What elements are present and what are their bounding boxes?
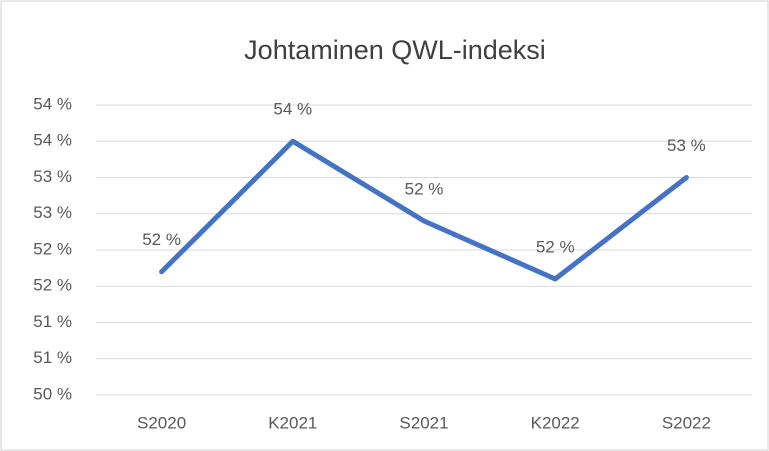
x-tick-label: K2022 xyxy=(531,413,580,432)
y-tick-label: 53 % xyxy=(33,203,72,222)
x-tick-label: S2022 xyxy=(662,413,711,432)
data-label: 52 % xyxy=(405,179,444,198)
data-line xyxy=(159,138,689,282)
x-tick-label: S2020 xyxy=(137,413,186,432)
data-label: 52 % xyxy=(536,237,575,256)
y-tick-label: 51 % xyxy=(33,312,72,331)
y-tick-label: 54 % xyxy=(33,94,72,113)
data-label: 52 % xyxy=(142,230,181,249)
y-tick-label: 50 % xyxy=(33,384,72,403)
chart-title: Johtaminen QWL-indeksi xyxy=(244,35,546,65)
y-tick-label: 52 % xyxy=(33,239,72,258)
y-tick-label: 51 % xyxy=(33,348,72,367)
y-tick-label: 54 % xyxy=(33,131,72,150)
x-tick-label: S2021 xyxy=(399,413,448,432)
x-tick-label: K2021 xyxy=(268,413,317,432)
data-label: 53 % xyxy=(667,136,706,155)
data-label: 54 % xyxy=(273,100,312,119)
y-tick-label: 53 % xyxy=(33,167,72,186)
y-tick-label: 52 % xyxy=(33,276,72,295)
